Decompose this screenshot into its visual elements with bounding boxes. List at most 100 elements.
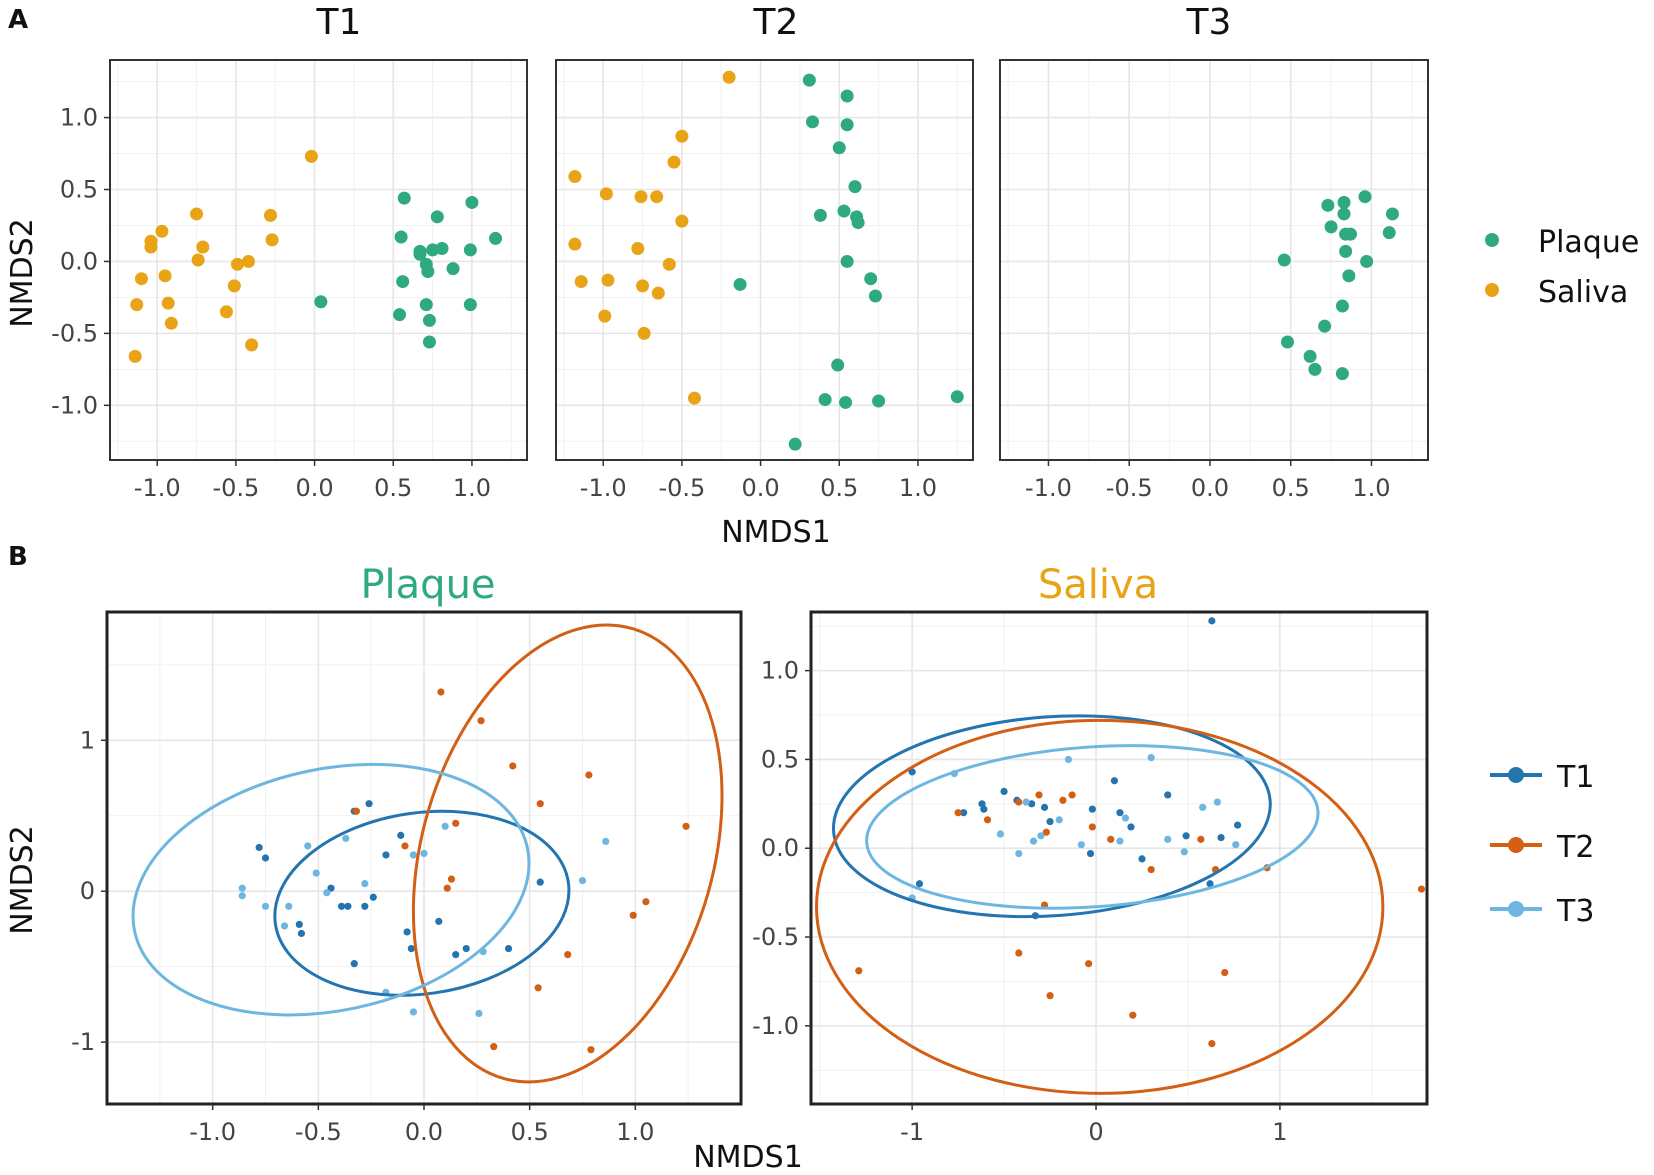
legend-t2-dot <box>1508 837 1524 853</box>
t2-point <box>564 950 572 959</box>
plaque-point <box>788 437 802 451</box>
saliva-point <box>598 309 612 323</box>
legend-a: Plaque Saliva <box>1485 225 1639 310</box>
t1-point <box>344 902 352 910</box>
t3-point <box>441 822 449 830</box>
t2-point <box>477 717 485 725</box>
t2-point <box>452 819 460 827</box>
plaque-point <box>1337 207 1351 221</box>
t1-point <box>1182 832 1190 840</box>
plaque-point <box>805 115 819 129</box>
plaque-point <box>489 231 503 245</box>
t1-confidence-ellipse <box>273 809 571 997</box>
t1-point <box>1138 855 1146 863</box>
saliva-point <box>637 326 651 340</box>
facet-panel-t1: -1.0 -0.5 0.0 0.5 1.0 1.0 0.5 0.0 -0.5 -1.0 <box>51 59 528 502</box>
t2-point <box>1197 835 1205 843</box>
saliva-point <box>568 237 582 251</box>
t2-point <box>1129 1011 1137 1019</box>
saliva-point <box>241 254 255 268</box>
t1-point <box>908 768 916 776</box>
saliva-point <box>144 240 158 254</box>
saliva-ordination-plot: -1 0 1 1.0 0.5 0.0 -0.5 -1.0 <box>752 610 1429 1146</box>
t1-point <box>960 809 968 817</box>
facet-T2-x-tick-label: 0.0 <box>741 474 779 502</box>
plaque-point <box>1318 319 1332 333</box>
t1-point <box>1040 803 1049 811</box>
plaque-x-tick-label: 1.0 <box>616 1118 654 1146</box>
plaque-y-tick-label: 0 <box>80 877 95 905</box>
t2-point <box>1221 968 1229 977</box>
facet-title-t2: T2 <box>753 2 799 43</box>
facet-T2-x-tick-label: -1.0 <box>580 474 627 502</box>
t3-point <box>1121 814 1130 822</box>
t3-point <box>1022 798 1030 806</box>
legend-saliva-label: Saliva <box>1538 275 1628 310</box>
plaque-point <box>840 118 854 132</box>
plaque-point <box>733 277 747 291</box>
t3-point <box>1199 803 1207 811</box>
t3-point <box>238 892 246 900</box>
t2-point <box>642 898 650 906</box>
plaque-x-tick-label: -0.5 <box>295 1118 342 1146</box>
t1-point <box>1086 849 1095 858</box>
saliva-point <box>130 298 144 312</box>
legend-plaque-label: Plaque <box>1538 225 1639 260</box>
t1-point <box>361 902 369 910</box>
t1-point <box>1206 880 1214 888</box>
saliva-point <box>164 316 178 330</box>
t3-point <box>1015 849 1023 858</box>
t1-point <box>504 944 513 953</box>
facet-T1-y-tick-label: 1.0 <box>60 104 98 132</box>
plaque-point <box>397 191 411 205</box>
t1-point <box>980 805 988 813</box>
plaque-point <box>422 313 436 327</box>
t3-point <box>1164 835 1172 843</box>
t3-point <box>996 830 1004 838</box>
b-y-axis-title: NMDS2 <box>5 825 40 935</box>
t1-point <box>1000 787 1008 795</box>
plaque-x-tick-label: 0.0 <box>405 1118 443 1146</box>
t3-point <box>323 889 331 897</box>
t3-point <box>475 1009 483 1018</box>
plaque-point <box>832 141 846 155</box>
plaque-point <box>394 230 408 244</box>
facet-T1-x-tick-label: -0.5 <box>212 474 259 502</box>
t2-point <box>629 911 637 919</box>
plaque-point <box>851 216 865 230</box>
plaque-point <box>1358 190 1372 204</box>
plaque-point <box>419 298 433 312</box>
plaque-point <box>1360 254 1374 268</box>
t1-point <box>382 851 390 859</box>
plaque-point <box>1343 227 1357 241</box>
t1-point <box>462 944 470 953</box>
saliva-point <box>191 253 205 267</box>
t1-point <box>1046 817 1054 826</box>
saliva-point <box>650 190 664 204</box>
legend-saliva-dot <box>1485 283 1499 297</box>
t1-confidence-ellipse <box>831 714 1272 919</box>
plaque-point <box>1324 220 1338 234</box>
t2-point <box>509 762 517 770</box>
facet-T1-frame <box>109 59 528 461</box>
t2-point <box>855 967 863 975</box>
saliva-y-tick-label: -0.5 <box>752 923 799 951</box>
t2-point <box>1417 885 1426 893</box>
plaque-point <box>465 195 479 209</box>
legend-t3-dot <box>1508 901 1524 917</box>
facet-T3-x-tick-label: -1.0 <box>1025 474 1072 502</box>
facet-title-t3: T3 <box>1186 2 1232 43</box>
plaque-point <box>435 241 449 255</box>
t2-point <box>1035 791 1043 799</box>
t2-point <box>682 822 690 830</box>
saliva-y-tick-label: 0.5 <box>761 745 799 773</box>
saliva-point <box>568 170 582 184</box>
plaque-point <box>1342 269 1356 283</box>
t2-point <box>1147 865 1155 874</box>
t3-point <box>1147 754 1155 762</box>
t2-confidence-ellipse <box>411 623 724 1084</box>
t1-point <box>255 843 263 852</box>
saliva-point <box>662 257 676 271</box>
plaque-point <box>396 275 410 289</box>
t2-point <box>490 1043 498 1051</box>
